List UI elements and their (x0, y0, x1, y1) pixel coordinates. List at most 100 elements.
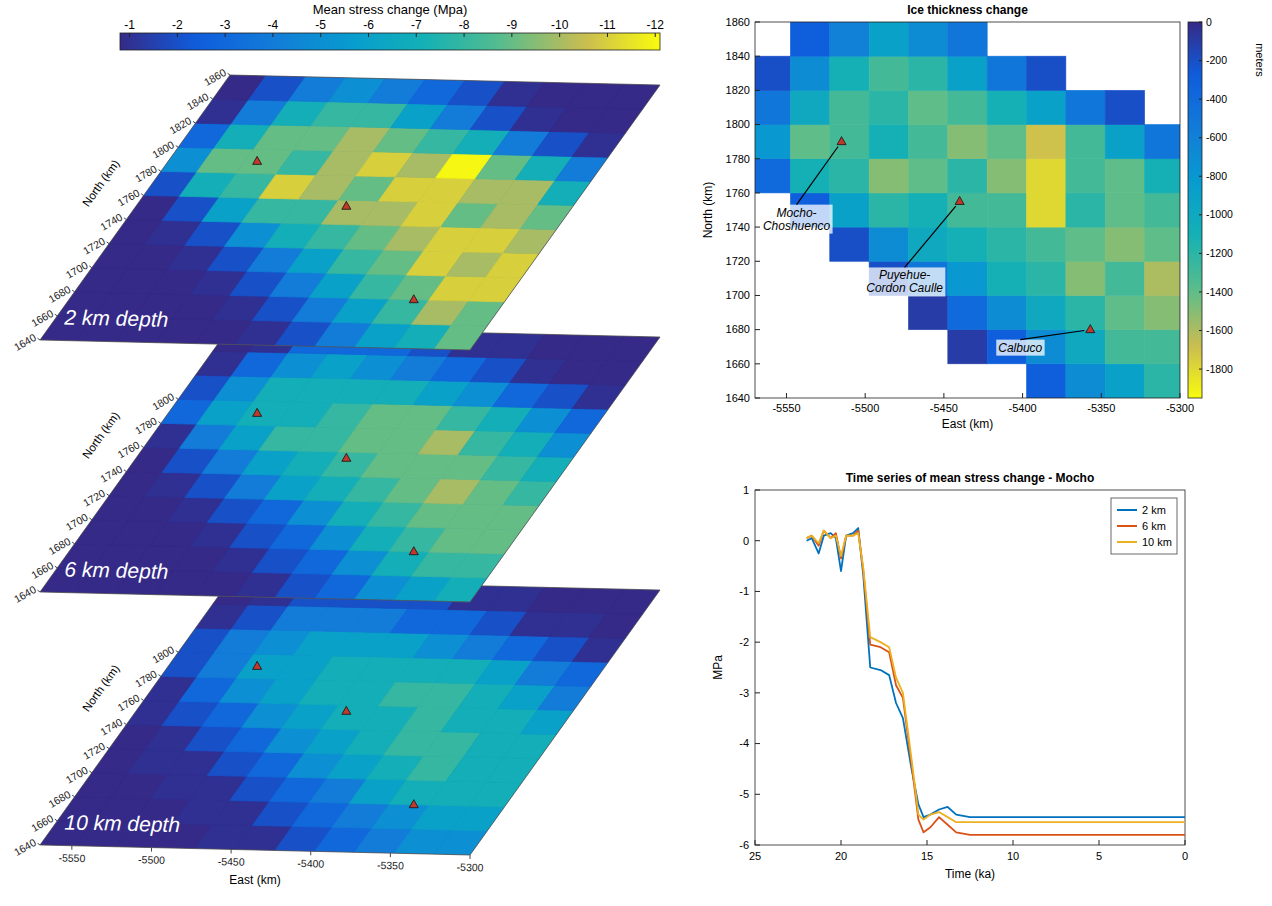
tick (1022, 393, 1023, 398)
tick (865, 393, 866, 398)
colorbar-tick (511, 33, 512, 37)
tick (107, 494, 109, 496)
tick (755, 295, 760, 296)
tick-label: -5550 (772, 402, 800, 414)
volcano (342, 201, 351, 209)
cell (590, 108, 647, 133)
depth-panel: 6 km depth164016601680170017201740176017… (12, 327, 664, 605)
plot-frame (755, 490, 1185, 845)
cell (469, 277, 526, 302)
cell (1105, 364, 1144, 398)
tick (193, 121, 195, 123)
tick (89, 771, 91, 773)
volcano (342, 706, 351, 714)
tick (158, 675, 160, 677)
volcano (409, 800, 418, 808)
cell (1027, 125, 1066, 159)
tick (141, 699, 143, 701)
tick-label: 1680 (46, 283, 72, 305)
colorbar-tick (1199, 176, 1202, 177)
colorbar-tick (1199, 22, 1202, 23)
tick-label: 1680 (46, 535, 72, 557)
tick-label: 1700 (64, 764, 90, 786)
tick-label: 1680 (726, 323, 750, 335)
panel-frame (40, 580, 660, 855)
colorbar-tick (1199, 369, 1202, 370)
tick-label: 1760 (115, 438, 141, 460)
tick (72, 290, 74, 292)
tick (107, 747, 109, 749)
tick (470, 855, 471, 859)
tick-label: 1660 (29, 307, 55, 329)
cell (538, 181, 595, 206)
tick-label: 1720 (81, 487, 107, 509)
cells (755, 22, 1180, 398)
tick-label: -3 (739, 687, 749, 699)
cell (1027, 193, 1066, 227)
label-line: Mocho- (777, 206, 817, 220)
cell (869, 227, 908, 261)
tick (755, 845, 760, 846)
cell (590, 360, 647, 385)
colorbar-tick-label: -200 (1206, 54, 1227, 66)
cell (948, 261, 987, 295)
label-line: Choshuenco (763, 219, 831, 233)
colorbar-tick-label: -1400 (1206, 286, 1233, 298)
colorbar-tick-label: -11 (599, 18, 616, 32)
cell (1145, 193, 1180, 227)
cell (830, 125, 869, 159)
tick (755, 261, 760, 262)
cell (1105, 90, 1144, 124)
colorbar-tick (559, 33, 560, 37)
tick (1013, 840, 1014, 845)
volcano-annotation: Mocho-Choshuenco (761, 205, 833, 234)
tick-label: 1840 (184, 90, 210, 112)
volcano (253, 661, 262, 669)
tick-label: 1780 (133, 667, 159, 689)
tick-label: 1660 (29, 559, 55, 581)
cell (434, 830, 491, 855)
tick (124, 218, 126, 220)
volcano-annotation: Calbuco (996, 340, 1044, 356)
cell (1066, 295, 1105, 329)
cell (1066, 193, 1105, 227)
tick (786, 393, 787, 398)
volcano-label: Mocho-Choshuenco (763, 206, 831, 233)
label-line: Puyehue- (879, 268, 930, 282)
chart-title: Ice thickness change (907, 3, 1028, 17)
tick (1099, 840, 1100, 845)
tick-label: -5400 (297, 857, 324, 870)
tick (158, 170, 160, 172)
colorbar-tick-label: -600 (1206, 131, 1227, 143)
tick (755, 90, 760, 91)
tick (841, 840, 842, 845)
tick-label: -5400 (1009, 402, 1037, 414)
legend-box (1111, 498, 1177, 554)
cell (1105, 227, 1144, 261)
colorbar-tick-label: -10 (551, 18, 569, 32)
cell (948, 227, 987, 261)
cell (572, 384, 629, 409)
cell (908, 22, 947, 56)
tick (755, 692, 760, 693)
volcano-label: Puyehue-Cordon Caulle (866, 268, 943, 295)
cell (451, 806, 508, 831)
tick-label: 1740 (726, 221, 750, 233)
cell (987, 90, 1026, 124)
colorbar-title: Mean stress change (Mpa) (313, 2, 468, 17)
tick-label: 1640 (726, 392, 750, 404)
cells (40, 75, 660, 350)
cell (434, 325, 491, 350)
cell (869, 90, 908, 124)
tick (1101, 393, 1102, 398)
colorbar-tick (272, 33, 273, 37)
tick (55, 566, 57, 568)
cell (755, 159, 790, 193)
legend-label: 10 km (1142, 536, 1172, 548)
colorbar-tick-label: -1 (124, 18, 135, 32)
colorbar-tick-label: -1600 (1206, 324, 1233, 336)
label-line: Calbuco (998, 341, 1042, 355)
tick-label: -5500 (851, 402, 879, 414)
tick-label: 1800 (150, 390, 176, 412)
legend-swatch (1117, 509, 1137, 511)
